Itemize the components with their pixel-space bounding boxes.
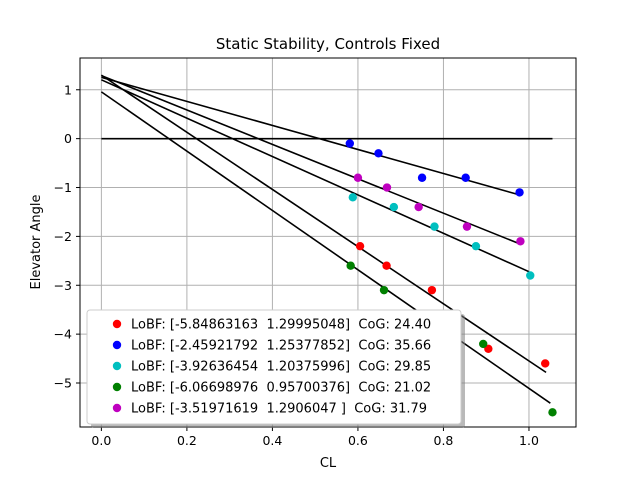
x-tick-label: 0.6 [348, 433, 368, 448]
legend: LoBF: [-5.84863163 1.29995048] CoG: 24.4… [86, 309, 465, 428]
x-tick-label: 0.2 [177, 433, 197, 448]
legend-marker [112, 403, 122, 413]
axis-ticks: 0.0 0.2 0.4 0.6 0.8 1.0 1 0 −1 −2 −3 −4 −5 [54, 82, 539, 448]
legend-label: LoBF: [-3.92636454 1.20375996] CoG: 29.8… [131, 360, 431, 375]
data-point [355, 241, 365, 251]
legend-marker [112, 382, 122, 392]
data-point [479, 339, 488, 349]
data-point [346, 261, 355, 270]
data-point [345, 139, 355, 148]
data-point [427, 285, 437, 295]
fit-line [100, 91, 551, 404]
data-point [516, 237, 525, 246]
y-axis-title: Elevator Angle [29, 194, 44, 289]
y-tick-label: −2 [54, 229, 72, 244]
legend-items: LoBF: [-5.84863163 1.29995048] CoG: 24.4… [112, 318, 431, 417]
data-point [414, 202, 423, 212]
data-point [348, 193, 357, 202]
fit-lines [100, 74, 551, 404]
y-tick-label: 1 [64, 82, 72, 97]
data-point [471, 241, 481, 251]
x-tick-label: 0.0 [91, 433, 111, 448]
legend-box [86, 309, 462, 425]
data-point [374, 149, 383, 158]
data-point [389, 202, 399, 212]
y-tick-label: −1 [54, 180, 72, 195]
x-tick-label: 1.0 [519, 433, 539, 448]
data-point [417, 173, 427, 182]
legend-marker [112, 361, 122, 371]
data-point [515, 188, 524, 197]
fit-line [101, 79, 530, 273]
fit-line [101, 74, 521, 245]
data-point [526, 271, 535, 280]
legend-marker [112, 340, 122, 350]
fit-line [100, 74, 547, 374]
y-tick-label: 0 [64, 131, 72, 146]
chart-title: Static Stability, Controls Fixed [216, 35, 440, 53]
data-point [353, 173, 363, 182]
data-points [345, 139, 557, 417]
data-point [379, 285, 389, 295]
y-tick-label: −4 [54, 327, 72, 342]
fit-line [101, 76, 521, 196]
legend-label: LoBF: [-6.06698976 0.95700376] CoG: 21.0… [131, 381, 431, 396]
data-point [382, 183, 392, 192]
data-point [548, 408, 557, 417]
x-tick-label: 0.8 [434, 433, 454, 448]
data-point [382, 261, 391, 270]
legend-label: LoBF: [-3.51971619 1.2906047 ] CoG: 31.7… [131, 402, 427, 417]
data-point [461, 173, 470, 182]
data-point [541, 359, 550, 368]
data-point [430, 222, 439, 231]
legend-marker [112, 319, 122, 329]
y-tick-label: −3 [54, 278, 72, 293]
legend-label: LoBF: [-2.45921792 1.25377852] CoG: 35.6… [131, 339, 431, 354]
data-point [462, 222, 472, 231]
y-tick-label: −5 [54, 376, 72, 391]
legend-label: LoBF: [-5.84863163 1.29995048] CoG: 24.4… [131, 318, 431, 333]
x-tick-label: 0.4 [262, 433, 282, 448]
x-axis-title: CL [320, 456, 337, 471]
